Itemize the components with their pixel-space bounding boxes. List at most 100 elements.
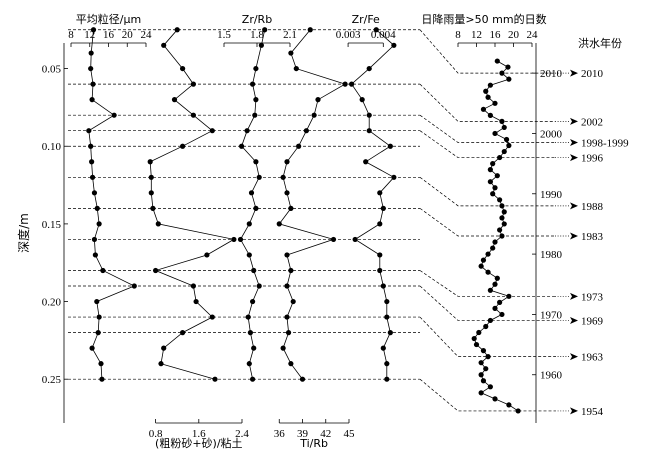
rainfall-data-point (515, 408, 521, 414)
rainfall-data-point (490, 245, 496, 251)
data-point-ratio (148, 174, 154, 180)
data-point-tirb (290, 298, 296, 305)
rainfall-data-point (501, 209, 507, 215)
data-point-tirb (284, 190, 290, 196)
year-tick-label: 1990 (540, 189, 563, 201)
year-tick-label: 2000 (540, 128, 563, 140)
rainfall-data-point (480, 257, 487, 263)
panel-tick-label-grain: 24 (141, 29, 153, 41)
data-point-zrfe (366, 128, 372, 134)
depth-tick-label: 0.25 (42, 374, 62, 386)
data-point-grain (88, 50, 94, 56)
data-point-zrrb (247, 330, 253, 336)
panel-tick-label-tirb: 42 (320, 428, 331, 440)
rainfall-data-point (499, 311, 505, 318)
rainfall-tick-label: 20 (508, 29, 520, 41)
data-point-zrfe (359, 97, 365, 103)
panel-tick-label-zrrb: 2.1 (283, 29, 297, 41)
flood-connector (419, 285, 555, 321)
rainfall-data-point (487, 179, 493, 185)
flood-year-label: 2002 (581, 116, 603, 128)
panel-tick-label-zrrb: 1.8 (250, 29, 264, 41)
rainfall-data-point (506, 293, 512, 299)
data-point-ratio (161, 42, 167, 48)
panel-tick-label-zrrb: 1.5 (217, 29, 231, 41)
data-point-ratio (155, 221, 161, 227)
data-point-ratio (193, 298, 199, 305)
rainfall-data-point (485, 354, 491, 360)
data-point-zrrb (253, 205, 259, 211)
rainfall-data-point (480, 378, 487, 384)
year-tick-label: 1960 (540, 370, 563, 382)
data-point-tirb (285, 330, 292, 336)
data-point-grain (98, 361, 104, 367)
data-point-grain (96, 221, 102, 227)
flood-year-label: 1988 (581, 201, 604, 213)
flood-year-label: 1963 (581, 352, 604, 364)
data-point-grain (89, 174, 96, 180)
rainfall-data-point (506, 76, 512, 82)
data-point-ratio (180, 65, 186, 72)
rainfall-data-point (478, 390, 484, 396)
data-point-zrrb (256, 283, 262, 289)
series-line-tirb (278, 29, 347, 380)
flood-arrow-icon (570, 202, 578, 210)
rainfall-data-point (497, 227, 503, 233)
flood-arrow-icon (570, 353, 578, 361)
data-point-ratio (171, 97, 178, 103)
data-point-ratio (148, 190, 154, 196)
panel-tick-label-grain: 20 (122, 29, 134, 41)
data-point-zrrb (250, 81, 256, 87)
rainfall-data-point (483, 366, 489, 372)
flood-connector (419, 177, 555, 207)
data-point-zrfe (391, 42, 397, 48)
data-point-zrfe (363, 159, 369, 165)
rainfall-data-point (478, 360, 484, 366)
rainfall-tick-label: 24 (527, 29, 539, 41)
rainfall-tick-label: 8 (455, 29, 461, 41)
rainfall-data-point (490, 161, 496, 167)
data-point-tirb (299, 376, 306, 382)
data-point-tirb (280, 174, 286, 180)
rainfall-data-point (492, 185, 498, 191)
data-point-ratio (204, 252, 210, 258)
data-point-grain (99, 376, 105, 382)
series-layer (86, 27, 521, 414)
rainfall-data-point (492, 239, 498, 245)
data-point-zrrb (245, 314, 251, 320)
data-point-ratio (174, 27, 180, 33)
flood-connector (419, 270, 555, 297)
data-point-zrrb (251, 345, 257, 351)
flood-arrow-icon (570, 232, 578, 240)
depth-axis-label: 深度/m (16, 213, 31, 253)
data-point-ratio (161, 345, 167, 351)
data-point-grain (90, 81, 96, 87)
rainfall-data-point (506, 402, 512, 408)
data-point-zrrb (250, 376, 256, 382)
data-point-ratio (158, 361, 164, 367)
data-point-ratio (231, 236, 237, 243)
flood-year-label: 2010 (581, 68, 604, 80)
rainfall-title: 日降雨量>50 mm的日数 (421, 12, 546, 26)
panel-tick-label-tirb: 36 (274, 428, 286, 440)
rainfall-data-point (471, 335, 477, 342)
data-point-grain (88, 143, 94, 149)
rainfall-data-point (497, 197, 503, 203)
data-point-tirb (288, 267, 294, 274)
data-point-zrrb (253, 97, 259, 103)
data-point-zrfe (384, 376, 390, 382)
flood-year-label: 1998-1999 (581, 138, 629, 150)
data-point-grain (95, 330, 101, 336)
rainfall-data-point (494, 275, 500, 281)
data-point-zrfe (380, 283, 386, 289)
data-point-grain (89, 159, 95, 165)
data-point-ratio (190, 81, 196, 87)
panel-title-zrfe: Zr/Fe (352, 13, 380, 26)
data-point-tirb (284, 283, 290, 289)
panel-title-zrrb: Zr/Rb (242, 13, 272, 26)
data-point-grain (111, 112, 117, 118)
series-line-zrfe (351, 29, 395, 380)
flood-arrow-icon (570, 117, 578, 125)
data-point-tirb (330, 236, 337, 243)
flood-arrow-icon (570, 407, 578, 415)
